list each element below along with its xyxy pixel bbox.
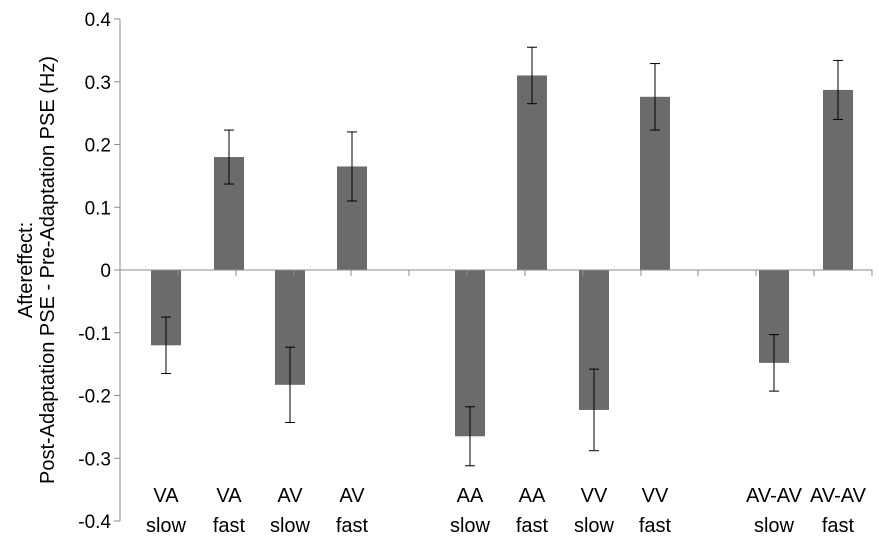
error-bar: [465, 406, 475, 467]
category-label-line-1: VA: [216, 485, 242, 507]
y-axis: [114, 18, 121, 522]
category-label-line-1: VA: [153, 485, 179, 507]
category-labels: VA slow VA fast AV slow AV fast AA slow AA fast VV sl…: [146, 485, 867, 537]
category-label-line-2: slow: [270, 515, 311, 537]
category-label-line-1: AA: [457, 485, 484, 507]
error-bar: [285, 346, 295, 423]
error-bar: [161, 316, 171, 375]
category-label-line-2: fast: [822, 515, 855, 537]
category-label-line-2: slow: [450, 515, 491, 537]
category-label-line-2: fast: [336, 515, 369, 537]
y-axis-label-line-1: Aftereffect:: [15, 222, 37, 318]
error-bar: [347, 131, 357, 202]
category-label-line-1: VV: [581, 485, 608, 507]
category-label-line-1: AV: [339, 485, 365, 507]
y-tick-label: -0.1: [78, 324, 111, 345]
y-tick-label: -0.2: [78, 387, 111, 408]
error-bar: [833, 59, 843, 120]
y-axis-label: Aftereffect: Post-Adaptation PSE - Pre-A…: [15, 56, 59, 484]
category-label-line-2: slow: [146, 515, 187, 537]
error-bar: [650, 63, 660, 131]
y-tick-label: 0.2: [85, 136, 111, 157]
error-bar: [527, 46, 537, 105]
category-label-line-1: AV-AV: [746, 485, 803, 507]
y-tick-label: 0.1: [85, 198, 111, 219]
bar: [823, 89, 853, 270]
category-label-line-2: slow: [574, 515, 615, 537]
category-label-line-2: fast: [639, 515, 672, 537]
error-bars: [161, 46, 843, 467]
category-label-line-1: AV: [277, 485, 303, 507]
category-label-line-2: fast: [213, 515, 246, 537]
category-label-line-1: AA: [519, 485, 546, 507]
y-tick-labels: 0.4 0.3 0.2 0.1 0 -0.1 -0.2 -0.3 -0.4: [78, 10, 111, 533]
y-tick-label: -0.4: [78, 512, 111, 533]
error-bar: [589, 368, 599, 452]
category-label-line-2: slow: [754, 515, 795, 537]
y-tick-label: 0.4: [85, 10, 112, 31]
x-axis: [119, 269, 873, 276]
y-tick-label: 0.3: [85, 73, 111, 94]
error-bar: [769, 334, 779, 392]
bars: [151, 75, 853, 437]
category-label-line-2: fast: [516, 515, 549, 537]
category-label-line-1: AV-AV: [810, 485, 867, 507]
y-tick-label: -0.3: [78, 449, 111, 470]
category-label-line-1: VV: [642, 485, 669, 507]
y-tick-label: 0: [100, 261, 111, 282]
error-bar: [224, 129, 234, 185]
bar: [517, 75, 547, 270]
y-axis-label-line-2: Post-Adaptation PSE - Pre-Adaptation PSE…: [37, 56, 59, 484]
